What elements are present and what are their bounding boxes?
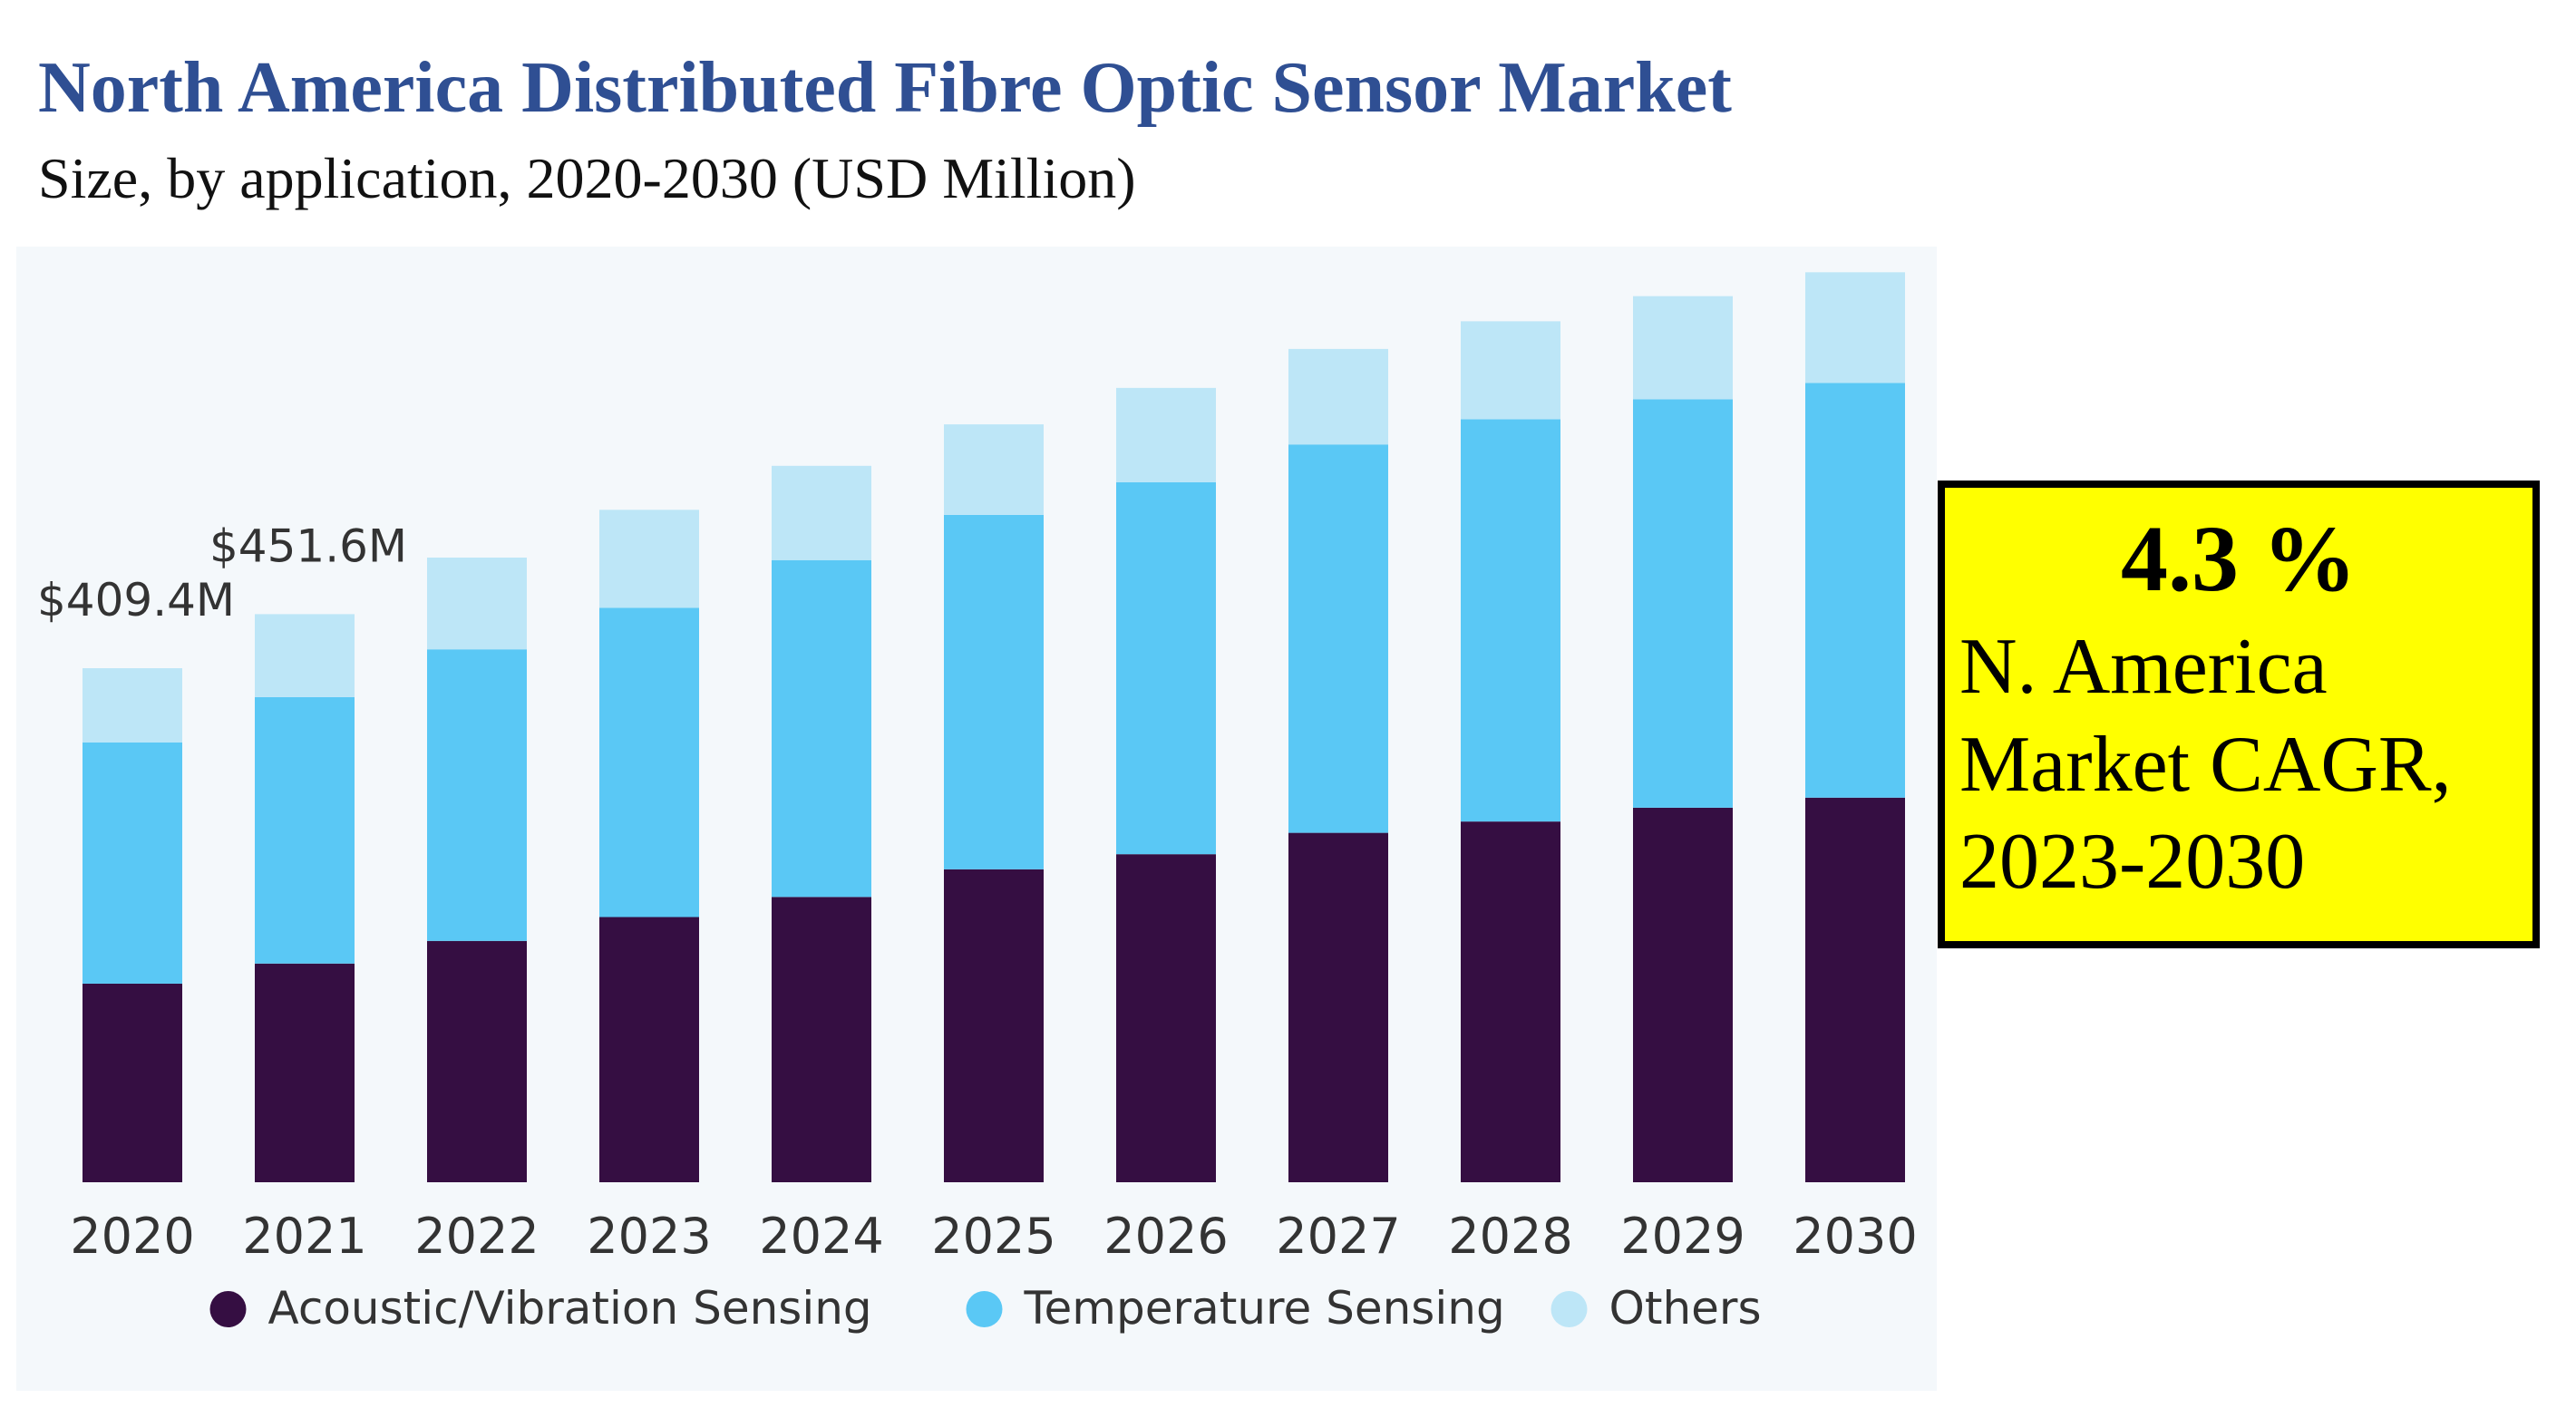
cagr-label-line: 2023-2030 [1959,818,2306,907]
bar-acoustic-vibration-sensing-2022 [427,940,527,1182]
x-tick-label: 2022 [414,1208,539,1265]
bar-acoustic-vibration-sensing-2024 [772,897,871,1182]
bar-others-2029 [1633,296,1733,400]
bar-temperature-sensing-2027 [1288,444,1388,833]
bar-temperature-sensing-2022 [427,649,527,941]
stacked-bar-chart: 2020 2021 2022 2023 2024 2025 2026 2027 2028 2029… [37,272,1918,1335]
cagr-value: 4.3 % [2121,507,2357,611]
bar-temperature-sensing-2024 [772,559,871,898]
x-tick-label: 2029 [1620,1208,1745,1265]
bar-temperature-sensing-2026 [1116,481,1216,855]
bar-temperature-sensing-2030 [1805,383,1905,798]
cagr-label: N. America Market CAGR, 2023-2030 [1945,618,2532,910]
bar-others-2030 [1805,272,1905,384]
x-tick-label: 2021 [242,1208,366,1265]
bar-others-2028 [1461,321,1560,420]
bar-others-2024 [772,465,871,560]
x-tick-label: 2030 [1793,1208,1917,1265]
x-tick-label: 2028 [1448,1208,1572,1265]
x-tick-label: 2020 [70,1208,194,1265]
bar-temperature-sensing-2025 [944,514,1044,869]
bar-temperature-sensing-2029 [1633,399,1733,808]
bar-acoustic-vibration-sensing-2025 [944,869,1044,1182]
bar-acoustic-vibration-sensing-2030 [1805,797,1905,1182]
bar-others-2026 [1116,387,1216,482]
legend-label: Temperature Sensing [1024,1282,1505,1335]
legend-swatch [966,1291,1003,1327]
x-tick-label: 2023 [587,1208,711,1265]
chart-subtitle: Size, by application, 2020-2030 (USD Mil… [38,146,1136,210]
bar-acoustic-vibration-sensing-2027 [1288,832,1388,1182]
bar-temperature-sensing-2021 [255,696,355,964]
bar-others-2023 [599,510,699,608]
bar-acoustic-vibration-sensing-2028 [1461,821,1560,1182]
bar-acoustic-vibration-sensing-2023 [599,917,699,1182]
chart-title: North America Distributed Fibre Optic Se… [38,48,1732,128]
total-data-label: $451.6M [209,520,407,572]
bar-others-2025 [944,424,1044,515]
chart-panel: 2020 2021 2022 2023 2024 2025 2026 2027 2028 2029… [16,247,1937,1391]
cagr-label-line: Market CAGR, [1959,720,2452,809]
bar-others-2022 [427,558,527,650]
cagr-callout-box: 4.3 % N. America Market CAGR, 2023-2030 [1938,481,2540,948]
bar-acoustic-vibration-sensing-2026 [1116,854,1216,1182]
x-tick-label: 2027 [1276,1208,1400,1265]
bar-acoustic-vibration-sensing-2021 [255,963,355,1182]
bar-temperature-sensing-2020 [83,742,182,984]
x-tick-label: 2024 [759,1208,883,1265]
x-tick-label: 2025 [931,1208,1055,1265]
bar-temperature-sensing-2028 [1461,419,1560,822]
cagr-label-line: N. America [1959,623,2328,712]
bar-temperature-sensing-2023 [599,607,699,918]
bar-others-2020 [83,668,182,743]
bar-others-2021 [255,614,355,697]
bar-acoustic-vibration-sensing-2029 [1633,807,1733,1182]
legend-label: Acoustic/Vibration Sensing [268,1282,872,1335]
total-data-label: $409.4M [37,574,235,626]
legend-label: Others [1609,1282,1762,1335]
legend-swatch [1550,1291,1588,1327]
legend-swatch [209,1291,247,1327]
bar-acoustic-vibration-sensing-2020 [83,983,182,1182]
bar-others-2027 [1288,348,1388,445]
x-tick-label: 2026 [1103,1208,1228,1265]
